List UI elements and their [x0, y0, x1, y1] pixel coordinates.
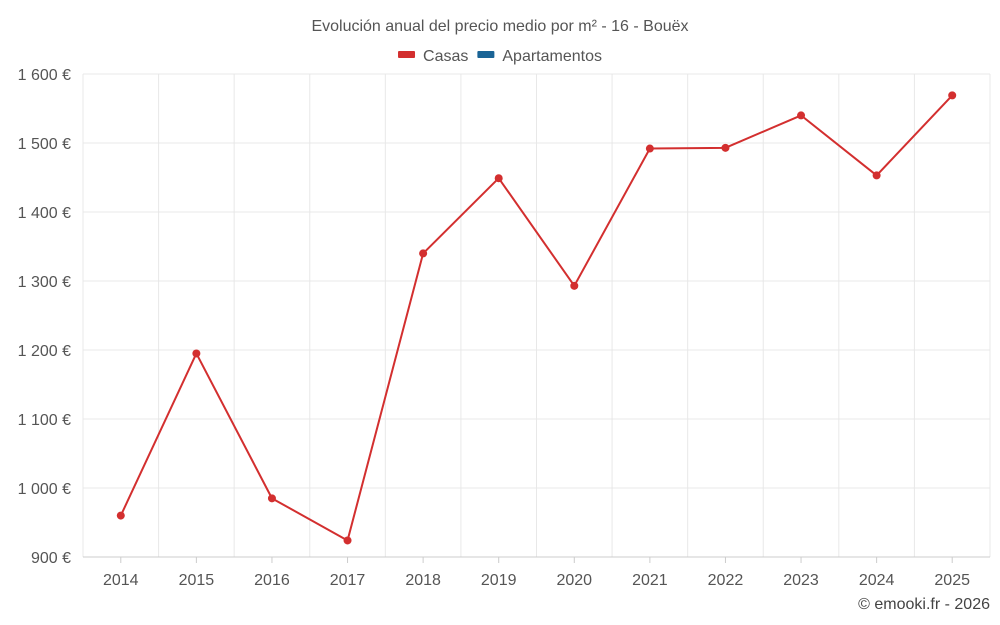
- legend: Casas Apartamentos: [398, 48, 602, 65]
- series-line: [119, 94, 953, 542]
- y-tick-label: 900 €: [31, 550, 71, 567]
- grid: [82, 73, 991, 557]
- y-tick-label: 1 400 €: [18, 205, 71, 222]
- y-tick-label: 1 000 €: [18, 481, 71, 498]
- data-point[interactable]: [494, 174, 503, 183]
- footer-credit: © emooki.fr - 2026: [858, 596, 990, 613]
- x-tick-label: 2025: [934, 572, 970, 589]
- legend-item[interactable]: Casas: [398, 48, 468, 65]
- data-point[interactable]: [721, 143, 730, 152]
- x-tick-label: 2019: [481, 572, 517, 589]
- legend-swatch: [477, 51, 495, 58]
- y-tick-label: 1 100 €: [18, 412, 71, 429]
- data-point[interactable]: [645, 144, 654, 153]
- x-tick-label: 2022: [708, 572, 744, 589]
- data-point[interactable]: [343, 536, 352, 545]
- data-point[interactable]: [192, 349, 201, 358]
- data-point[interactable]: [116, 511, 125, 520]
- y-tick-label: 1 600 €: [18, 67, 71, 84]
- x-tick-label: 2017: [330, 572, 366, 589]
- legend-label: Apartamentos: [502, 48, 602, 65]
- series-layer: [116, 91, 957, 545]
- x-tick-label: 2023: [783, 572, 819, 589]
- data-point[interactable]: [570, 281, 579, 290]
- legend-label: Casas: [423, 48, 468, 65]
- y-tick-label: 1 200 €: [18, 343, 71, 360]
- chart-title: Evolución anual del precio medio por m² …: [311, 18, 688, 35]
- axes: 900 € 1 000 € 1 100 € 1 200 € 1 300 € 1 400 €…: [18, 67, 990, 589]
- x-tick-label: 2021: [632, 572, 668, 589]
- x-tick-label: 2020: [556, 572, 592, 589]
- x-tick-label: 2015: [179, 572, 215, 589]
- legend-swatch: [398, 51, 416, 58]
- x-tick-label: 2016: [254, 572, 290, 589]
- y-tick-label: 1 500 €: [18, 136, 71, 153]
- data-point[interactable]: [872, 171, 881, 180]
- data-point[interactable]: [797, 111, 806, 120]
- legend-item[interactable]: Apartamentos: [477, 48, 602, 65]
- x-tick-label: 2024: [859, 572, 895, 589]
- data-point[interactable]: [419, 249, 428, 258]
- data-point[interactable]: [948, 91, 957, 100]
- x-tick-label: 2018: [405, 572, 441, 589]
- x-tick-label: 2014: [103, 572, 139, 589]
- y-tick-label: 1 300 €: [18, 274, 71, 291]
- data-point[interactable]: [267, 494, 276, 503]
